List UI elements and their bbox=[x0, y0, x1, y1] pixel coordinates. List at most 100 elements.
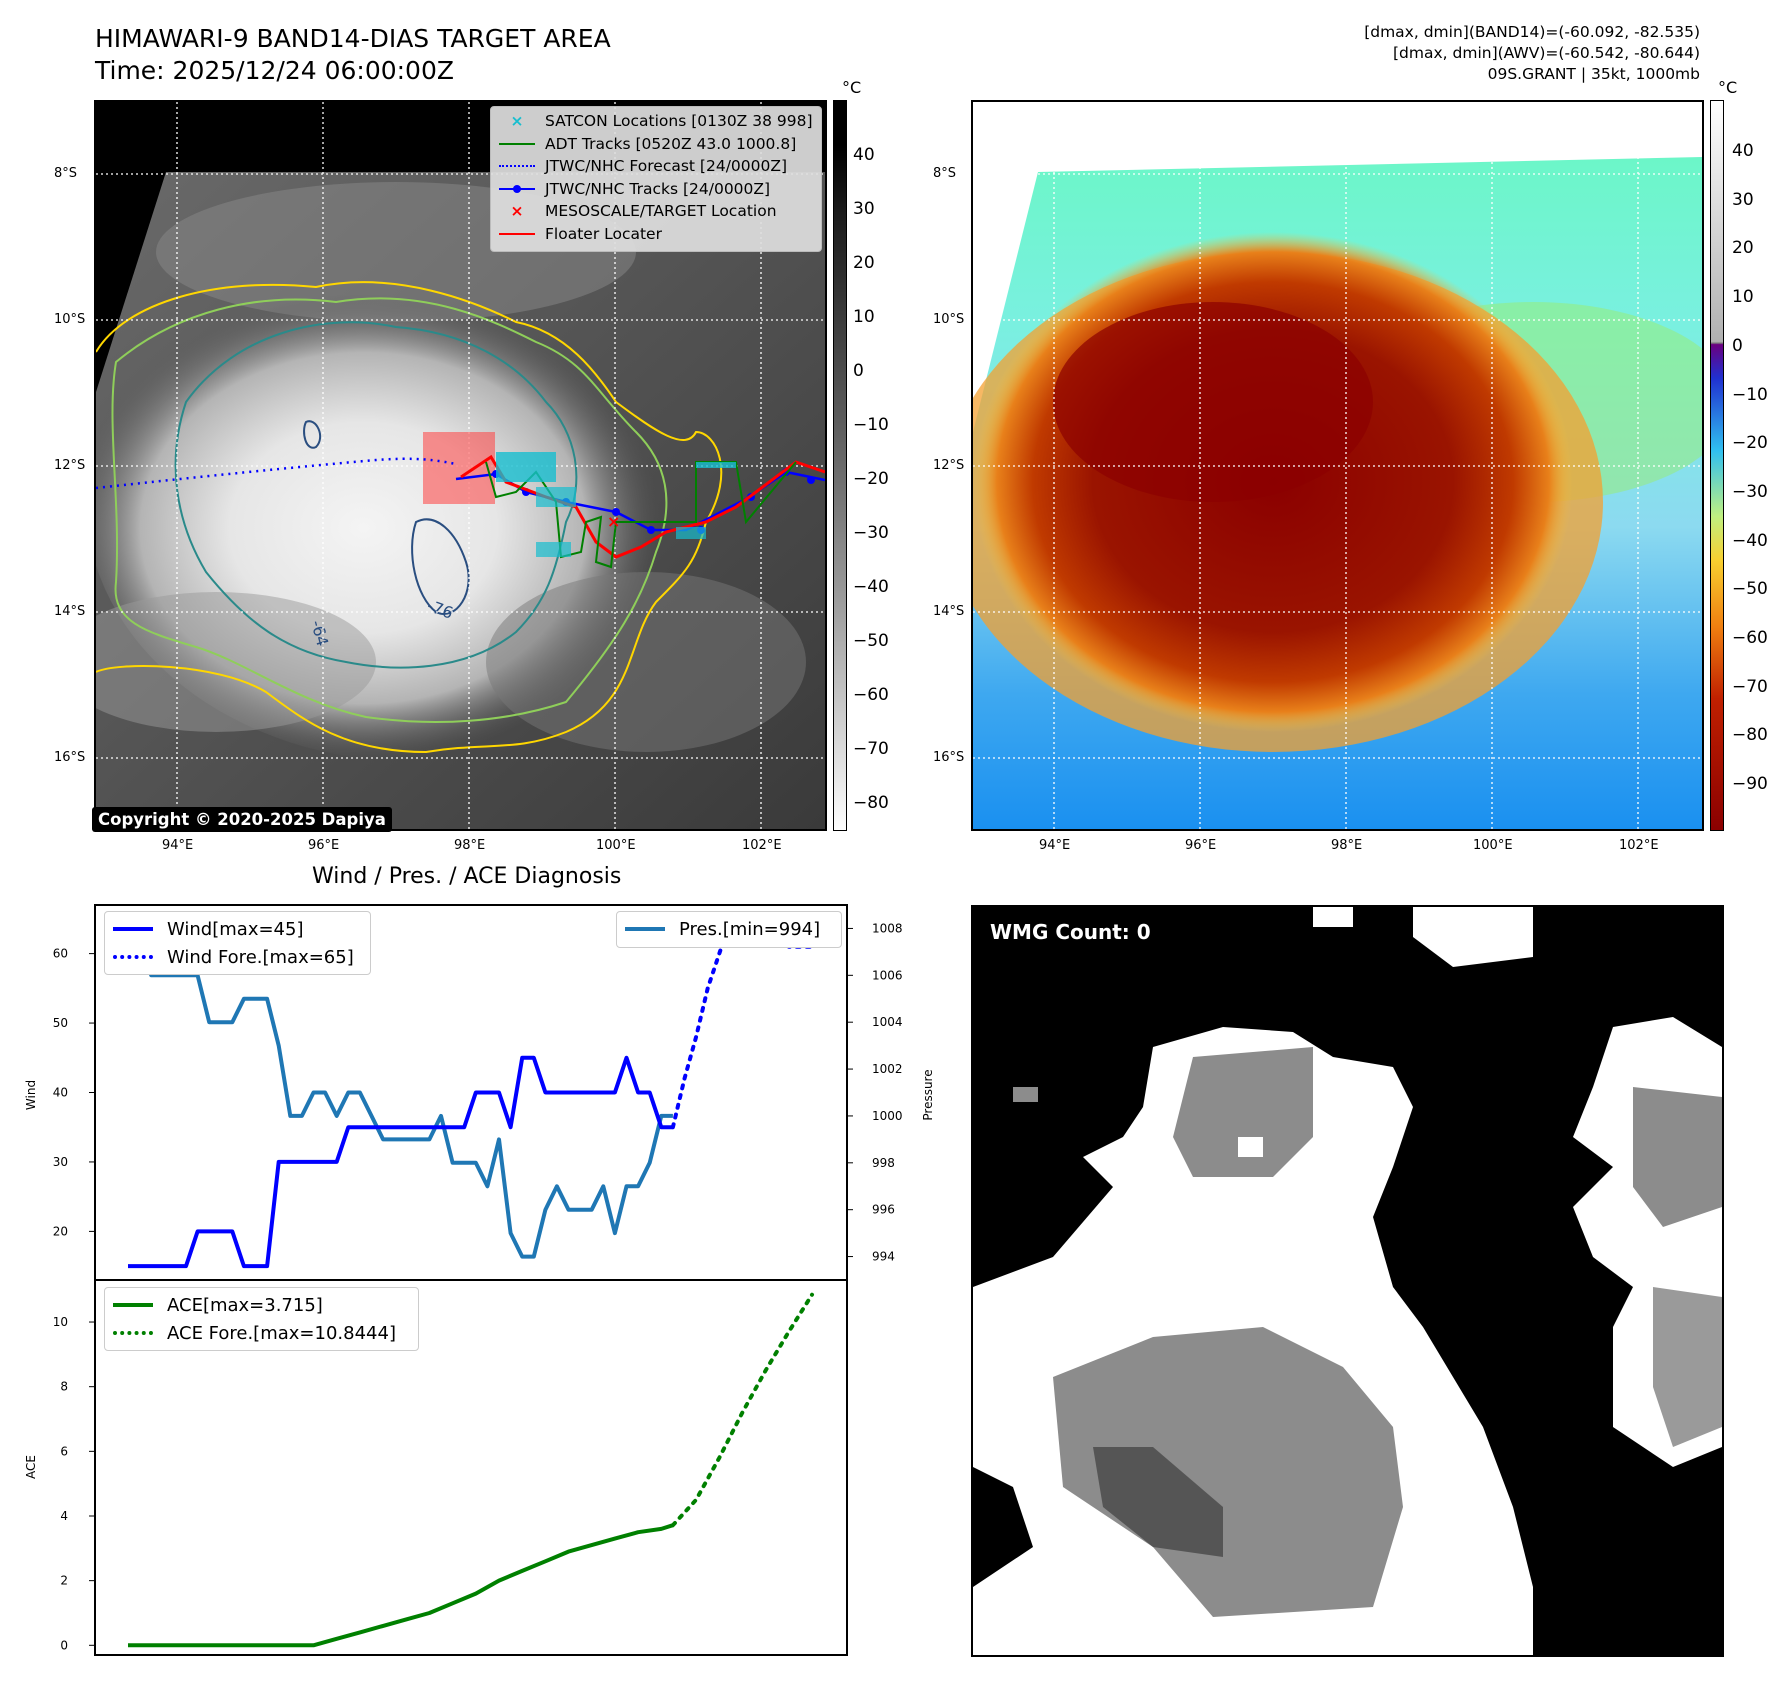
dotted-line-icon bbox=[497, 156, 537, 176]
lon-label: 102°E bbox=[1619, 838, 1659, 853]
line-icon bbox=[625, 927, 665, 931]
y2-tick-label: 996 bbox=[872, 1203, 895, 1217]
lat-label: 14°S bbox=[54, 604, 86, 619]
y-tick-label: 0 bbox=[60, 1638, 68, 1652]
lat-label: 10°S bbox=[933, 312, 965, 327]
figure-time: Time: 2025/12/24 06:00:00Z bbox=[95, 56, 454, 85]
y2-tick-label: 1004 bbox=[872, 1015, 903, 1029]
storm-info: 09S.GRANT | 35kt, 1000mb bbox=[1487, 65, 1700, 83]
colorbar-tick-label: 30 bbox=[1732, 189, 1754, 210]
lat-label: 8°S bbox=[933, 166, 957, 181]
y-tick-label: 6 bbox=[60, 1444, 68, 1458]
colorbar-tick-label: −20 bbox=[1732, 433, 1768, 454]
colorbar-tick-label: 20 bbox=[1732, 238, 1754, 259]
enhanced-map-panel bbox=[943, 100, 1733, 831]
diagnosis-title: Wind / Pres. / ACE Diagnosis bbox=[312, 864, 622, 889]
awv-range: [dmax, dmin](AWV)=(-60.542, -80.644) bbox=[1393, 44, 1700, 62]
colorbar-tick-label: −40 bbox=[853, 577, 889, 597]
colorbar-tick-label: −30 bbox=[1732, 481, 1768, 502]
line-icon bbox=[497, 224, 537, 244]
legend-mesoscale: × MESOSCALE/TARGET Location bbox=[491, 200, 821, 223]
color-colorbar bbox=[1710, 100, 1724, 831]
pressure-axis-label: Pressure bbox=[921, 1069, 935, 1120]
colorbar-tick-label: 40 bbox=[853, 145, 875, 165]
colorbar-tick-label: −30 bbox=[853, 523, 889, 543]
ir-map-image: -64 -76 × bbox=[56, 102, 826, 829]
y-tick-label: 30 bbox=[53, 1155, 68, 1169]
map-legend: × SATCON Locations [0130Z 38 998] ADT Tr… bbox=[490, 106, 822, 252]
y-tick-label: 60 bbox=[53, 947, 68, 961]
wind-axis-ticks: 20 30 40 50 60 bbox=[53, 947, 95, 1238]
lon-label: 98°E bbox=[1331, 838, 1363, 853]
series-line bbox=[128, 1523, 674, 1648]
x-marker-icon: × bbox=[510, 112, 524, 131]
legend-floater: Floater Locater bbox=[491, 223, 821, 246]
y-tick-label: 20 bbox=[53, 1224, 68, 1238]
legend-adt: ADT Tracks [0520Z 43.0 1000.8] bbox=[491, 133, 821, 156]
lat-label: 8°S bbox=[54, 166, 78, 181]
colorbar-unit: °C bbox=[842, 78, 862, 97]
lon-label: 96°E bbox=[308, 838, 340, 853]
colorbar-tick-label: 10 bbox=[853, 307, 875, 327]
target-marker: × bbox=[607, 512, 620, 531]
dotted-line-icon bbox=[113, 955, 153, 959]
jtwc-forecast-track bbox=[95, 457, 457, 490]
legend-pressure: Pres.[min=994] bbox=[617, 915, 841, 943]
y2-tick-label: 1008 bbox=[872, 921, 903, 935]
colorbar-tick-label: −70 bbox=[1732, 676, 1768, 697]
y-tick-label: 10 bbox=[53, 1315, 68, 1329]
lat-label: 16°S bbox=[54, 750, 86, 765]
mesoscale-target-box bbox=[423, 432, 495, 504]
legend-jtwc-forecast: JTWC/NHC Forecast [24/0000Z] bbox=[491, 155, 821, 178]
colorbar-tick-label: −70 bbox=[853, 739, 889, 759]
colorbar-tick-label: 40 bbox=[1732, 141, 1754, 161]
map-gridlines bbox=[96, 102, 825, 829]
colorbar-tick-label: −80 bbox=[853, 793, 889, 813]
wmg-panel bbox=[971, 905, 1724, 1657]
y-tick-label: 40 bbox=[53, 1086, 68, 1100]
colorbar-tick-label: −20 bbox=[853, 469, 889, 489]
lat-label: 12°S bbox=[54, 458, 86, 473]
legend-wind-forecast: Wind Fore.[max=65] bbox=[105, 943, 370, 971]
lon-label: 102°E bbox=[742, 838, 782, 853]
colorbar-tick-label: −50 bbox=[853, 631, 889, 651]
y-tick-label: 8 bbox=[60, 1380, 68, 1394]
colorbar-unit: °C bbox=[1718, 78, 1738, 97]
lat-label: 14°S bbox=[933, 604, 965, 619]
series-line bbox=[128, 926, 673, 1259]
ace-axis-label: ACE bbox=[24, 1455, 38, 1479]
colorbar-tick-label: 30 bbox=[853, 199, 875, 219]
ace-legend: ACE[max=3.715] ACE Fore.[max=10.8444] bbox=[104, 1287, 419, 1351]
y2-tick-label: 1002 bbox=[872, 1062, 903, 1076]
legend-jtwc-tracks: JTWC/NHC Tracks [24/0000Z] bbox=[491, 178, 821, 201]
figure-title: HIMAWARI-9 BAND14-DIAS TARGET AREA bbox=[95, 24, 611, 53]
colorbar-tick-label: −10 bbox=[1732, 384, 1768, 405]
legend-ace-forecast: ACE Fore.[max=10.8444] bbox=[105, 1319, 418, 1347]
ace-axis-ticks: 0 2 4 6 8 10 bbox=[53, 1315, 95, 1652]
y2-tick-label: 1006 bbox=[872, 968, 903, 982]
enhanced-map-image bbox=[943, 102, 1733, 829]
line-dot-icon bbox=[497, 179, 537, 199]
legend-wind: Wind[max=45] bbox=[105, 915, 370, 943]
pressure-axis-ticks: 994 996 998 1000 1002 1004 1006 1008 bbox=[847, 921, 903, 1264]
dotted-line-icon bbox=[113, 1331, 153, 1335]
series-line bbox=[670, 1292, 814, 1528]
map-gridlines bbox=[973, 102, 1702, 829]
wind-axis-label: Wind bbox=[24, 1080, 38, 1110]
colorbar-tick-label: −80 bbox=[1732, 725, 1768, 746]
line-icon bbox=[113, 1303, 153, 1307]
lon-label: 100°E bbox=[1473, 838, 1513, 853]
y2-tick-label: 994 bbox=[872, 1250, 895, 1264]
y2-tick-label: 998 bbox=[872, 1156, 895, 1170]
series-line bbox=[128, 1055, 673, 1269]
wmg-count-label: WMG Count: 0 bbox=[990, 920, 1151, 944]
band14-range: [dmax, dmin](BAND14)=(-60.092, -82.535) bbox=[1364, 23, 1700, 41]
line-icon bbox=[497, 134, 537, 154]
lon-label: 98°E bbox=[454, 838, 486, 853]
gray-colorbar bbox=[833, 100, 847, 831]
y-tick-label: 4 bbox=[60, 1509, 68, 1523]
lat-label: 12°S bbox=[933, 458, 965, 473]
copyright-label: Copyright © 2020-2025 Dapiya bbox=[92, 807, 392, 832]
colorbar-tick-label: −60 bbox=[1732, 628, 1768, 648]
